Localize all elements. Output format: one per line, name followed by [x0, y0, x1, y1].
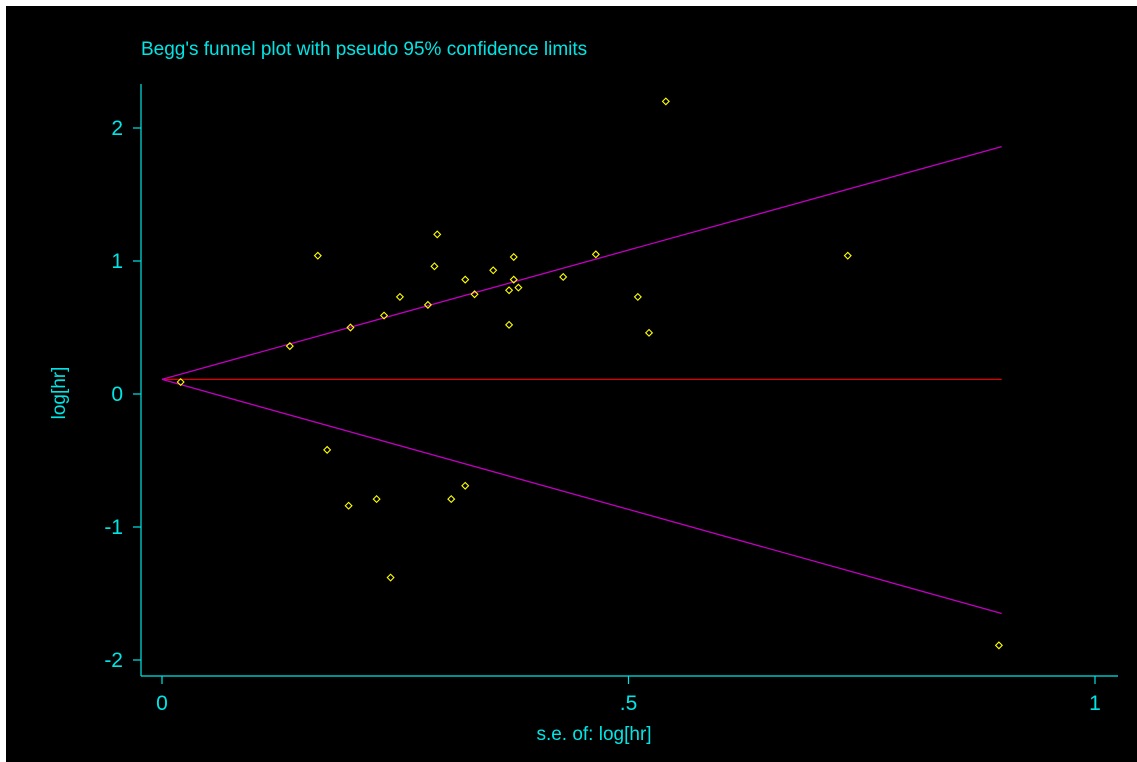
study-point [591, 250, 600, 259]
study-point [344, 501, 353, 510]
study-point [379, 311, 389, 320]
upper-confidence-limit-line [161, 145, 1002, 380]
x-tick-label: .5 [620, 692, 638, 715]
study-point [514, 283, 523, 292]
y-tick-label: 1 [111, 250, 123, 273]
x-axis-label: s.e. of: log[hr] [536, 724, 651, 745]
funnel-plot: Begg's funnel plot with pseudo 95% confi… [49, 39, 1118, 745]
study-point [661, 97, 670, 106]
study-point [644, 328, 654, 337]
study-point [447, 494, 456, 504]
study-point [994, 641, 1003, 650]
axis-ticks: 2 1 0 -1 -2 0 .5 1 [104, 117, 1101, 715]
y-tick-label: 0 [111, 383, 123, 406]
x-tick-label: 0 [156, 692, 168, 715]
y-tick-label: -1 [104, 516, 123, 539]
study-point [843, 251, 852, 260]
study-point [313, 251, 322, 260]
y-tick-label: 2 [111, 117, 123, 140]
study-point [395, 292, 404, 301]
study-point [559, 272, 568, 282]
study-point [285, 342, 294, 351]
study-point [430, 262, 439, 271]
data-points [176, 97, 1003, 650]
study-point [423, 300, 432, 309]
study-point [461, 481, 470, 490]
lower-confidence-limit-line [161, 378, 1002, 615]
study-point [504, 286, 514, 295]
chart-title: Begg's funnel plot with pseudo 95% confi… [141, 39, 587, 60]
study-point [346, 323, 355, 332]
study-point [504, 320, 514, 329]
study-point [509, 252, 518, 262]
study-point [386, 573, 395, 582]
reference-lines [161, 145, 1002, 615]
study-point [470, 290, 479, 299]
study-point [509, 275, 518, 284]
study-point [323, 445, 332, 454]
study-point [461, 275, 470, 284]
y-axis-label: log[hr] [49, 367, 70, 420]
study-point [176, 377, 185, 387]
study-point [433, 230, 442, 239]
x-tick-label: 1 [1089, 692, 1101, 715]
study-point [372, 494, 381, 504]
study-point [489, 266, 498, 275]
y-tick-label: -2 [104, 649, 123, 672]
study-point [633, 292, 642, 301]
plot-window: Begg's funnel plot with pseudo 95% confi… [6, 6, 1137, 762]
